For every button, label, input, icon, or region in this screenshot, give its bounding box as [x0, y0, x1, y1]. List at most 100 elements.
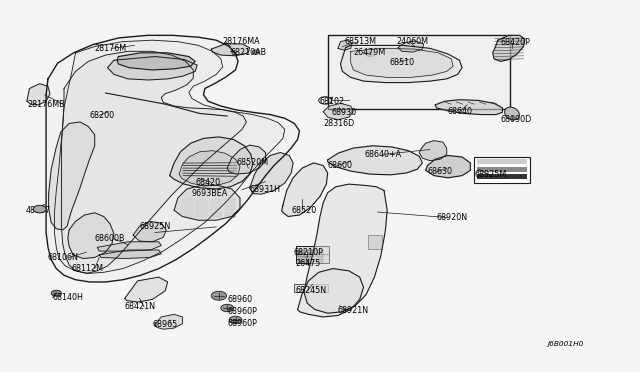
Polygon shape [133, 221, 166, 242]
Bar [298, 250, 305, 253]
Text: 26479M: 26479M [353, 48, 385, 57]
Circle shape [252, 50, 260, 54]
Polygon shape [398, 41, 424, 52]
Text: 68921N: 68921N [338, 306, 369, 315]
Text: 68210AB: 68210AB [230, 48, 266, 57]
Text: 68640: 68640 [448, 107, 473, 116]
Text: 28176MA: 28176MA [223, 37, 260, 46]
Bar [211, 212, 221, 217]
Polygon shape [179, 151, 240, 186]
Bar [368, 235, 382, 249]
Circle shape [221, 304, 234, 312]
Text: 68960P: 68960P [227, 307, 257, 316]
Text: 28176M: 28176M [95, 44, 127, 53]
Bar [298, 254, 305, 257]
Text: 68925N: 68925N [140, 222, 171, 231]
Text: 68102: 68102 [320, 97, 345, 106]
Polygon shape [54, 40, 285, 273]
Bar [307, 250, 314, 253]
Polygon shape [211, 44, 250, 56]
Bar [328, 35, 510, 109]
Bar [211, 205, 221, 210]
Text: 68630: 68630 [428, 167, 452, 176]
Polygon shape [304, 184, 387, 313]
Bar [474, 157, 530, 183]
Bar [298, 259, 305, 262]
Text: 68420: 68420 [195, 178, 220, 187]
Bar [477, 167, 527, 172]
Bar [296, 246, 329, 263]
Circle shape [51, 290, 61, 296]
Circle shape [211, 291, 227, 300]
Text: 68420P: 68420P [500, 38, 531, 47]
Text: 48567: 48567 [26, 206, 51, 215]
Text: 68421N: 68421N [125, 302, 156, 311]
Ellipse shape [504, 107, 520, 120]
Text: 68931H: 68931H [250, 185, 280, 194]
Text: 68245N: 68245N [296, 286, 327, 295]
Text: 68640+A: 68640+A [365, 150, 402, 159]
Circle shape [365, 51, 374, 57]
Polygon shape [250, 153, 293, 194]
Polygon shape [170, 137, 253, 189]
Polygon shape [27, 84, 50, 105]
Bar [211, 199, 221, 203]
Text: 26475: 26475 [296, 259, 321, 268]
Polygon shape [419, 141, 447, 161]
Bar [316, 250, 323, 253]
Polygon shape [97, 242, 161, 251]
Bar [307, 254, 314, 257]
Text: 9693BEA: 9693BEA [192, 189, 228, 198]
Polygon shape [46, 35, 300, 282]
Bar [225, 205, 235, 210]
Bar [316, 254, 323, 257]
Polygon shape [426, 155, 470, 178]
Bar [182, 212, 193, 217]
Polygon shape [340, 45, 462, 83]
Bar [477, 159, 527, 164]
Text: 68112M: 68112M [72, 264, 104, 273]
Bar [196, 199, 207, 203]
Bar [182, 205, 193, 210]
Polygon shape [435, 100, 502, 115]
Bar [307, 259, 314, 262]
Polygon shape [282, 163, 328, 217]
Polygon shape [174, 185, 240, 220]
Polygon shape [227, 145, 266, 174]
Bar [182, 199, 193, 203]
Bar [196, 212, 207, 217]
Polygon shape [338, 40, 352, 50]
Text: 68600: 68600 [328, 161, 353, 170]
Polygon shape [493, 35, 525, 61]
Text: J6B001H0: J6B001H0 [547, 341, 584, 347]
Text: 68920N: 68920N [436, 213, 468, 222]
Polygon shape [125, 277, 168, 302]
Bar [225, 212, 235, 217]
Text: 68960: 68960 [227, 295, 252, 304]
Text: 68090D: 68090D [500, 115, 532, 124]
Polygon shape [68, 213, 114, 259]
Polygon shape [117, 53, 195, 70]
Text: 28176MB: 28176MB [27, 100, 65, 109]
Text: 68520M: 68520M [237, 158, 269, 167]
Text: 68200: 68200 [90, 111, 115, 120]
Polygon shape [108, 57, 197, 80]
Bar [477, 174, 527, 179]
Text: 68210P: 68210P [293, 248, 323, 257]
Bar [294, 284, 328, 292]
Text: 68520: 68520 [291, 206, 316, 215]
Bar [316, 259, 323, 262]
Polygon shape [323, 103, 353, 120]
Polygon shape [328, 146, 422, 175]
Circle shape [33, 205, 46, 213]
Text: 68600B: 68600B [95, 234, 125, 243]
Text: 24060M: 24060M [397, 37, 429, 46]
Text: 68106N: 68106N [48, 253, 79, 262]
Text: 28316D: 28316D [323, 119, 355, 128]
Text: 68960P: 68960P [227, 319, 257, 328]
Circle shape [229, 316, 242, 324]
Polygon shape [351, 48, 453, 77]
Text: 68140H: 68140H [52, 293, 83, 302]
Polygon shape [298, 269, 364, 317]
Text: 68513M: 68513M [344, 37, 376, 46]
